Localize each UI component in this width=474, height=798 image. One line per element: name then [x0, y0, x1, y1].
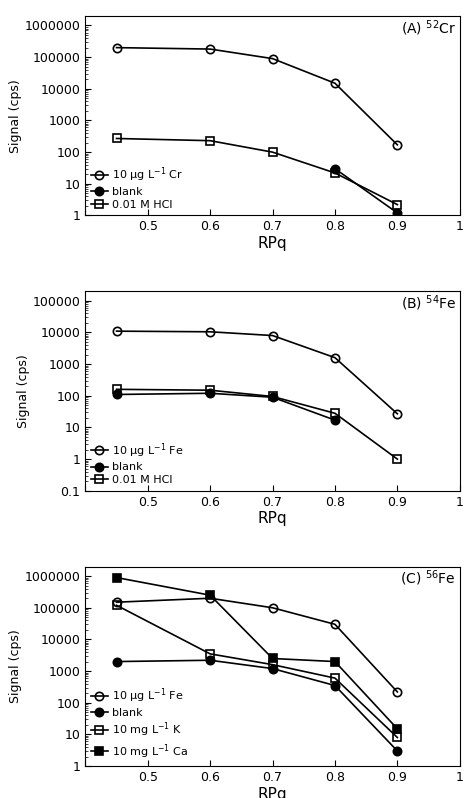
Y-axis label: Signal (cps): Signal (cps) [9, 79, 22, 152]
Y-axis label: Signal (cps): Signal (cps) [9, 630, 22, 703]
X-axis label: RPq: RPq [258, 236, 287, 251]
X-axis label: RPq: RPq [258, 512, 287, 527]
Legend: 10 μg L$^{-1}$ Cr, blank, 0.01 M HCl: 10 μg L$^{-1}$ Cr, blank, 0.01 M HCl [89, 164, 186, 212]
Y-axis label: Signal (cps): Signal (cps) [17, 354, 30, 428]
Text: (C) $^{56}$Fe: (C) $^{56}$Fe [401, 568, 456, 588]
Text: (B) $^{54}$Fe: (B) $^{54}$Fe [401, 294, 456, 313]
X-axis label: RPq: RPq [258, 787, 287, 798]
Legend: 10 μg L$^{-1}$ Fe, blank, 0.01 M HCl: 10 μg L$^{-1}$ Fe, blank, 0.01 M HCl [89, 439, 186, 488]
Legend: 10 μg L$^{-1}$ Fe, blank, 10 mg L$^{-1}$ K, 10 mg L$^{-1}$ Ca: 10 μg L$^{-1}$ Fe, blank, 10 mg L$^{-1}$… [89, 684, 191, 763]
Text: (A) $^{52}$Cr: (A) $^{52}$Cr [401, 18, 456, 38]
